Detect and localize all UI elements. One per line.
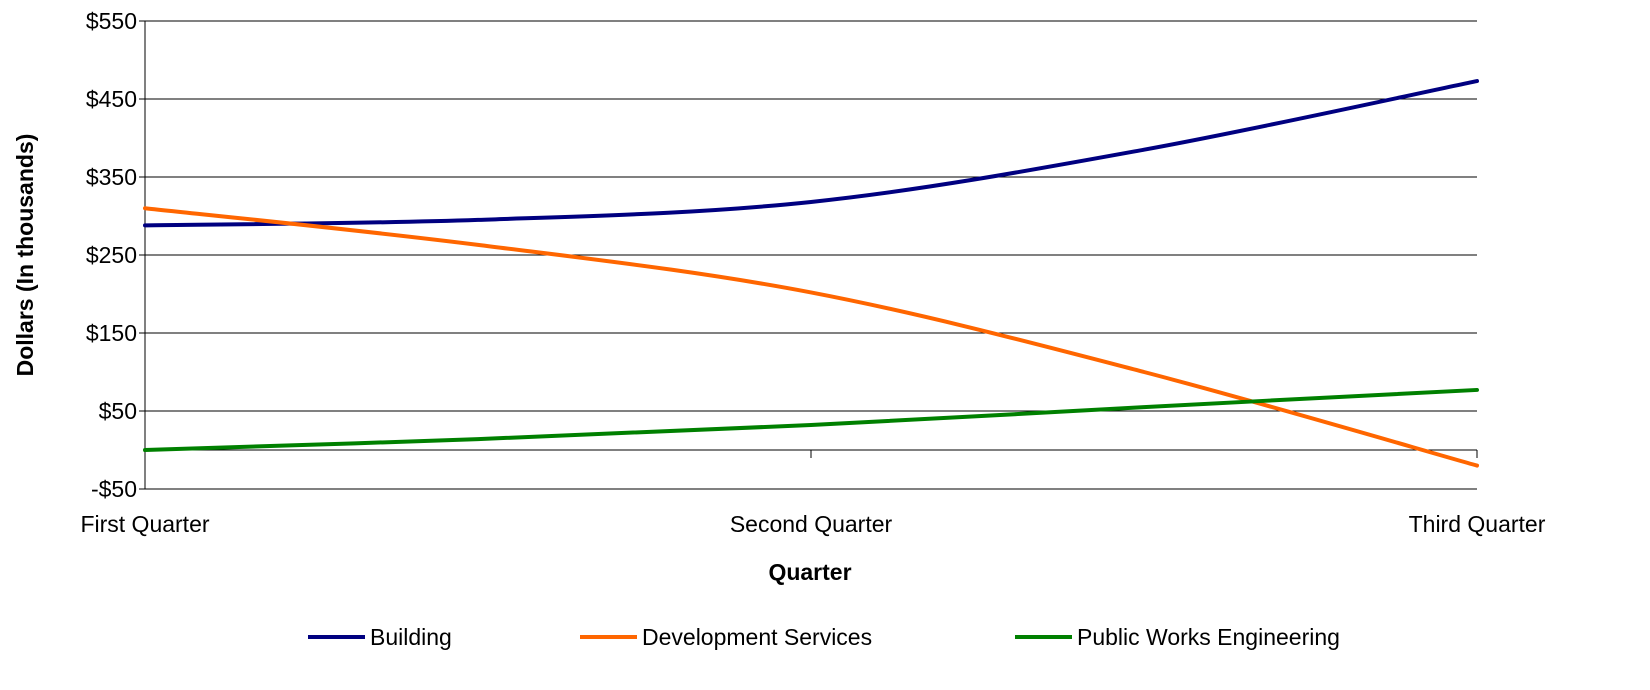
x-tick-label: Second Quarter bbox=[730, 511, 893, 537]
x-tick-label: First Quarter bbox=[80, 511, 209, 537]
legend: Building Development Services Public Works… bbox=[308, 624, 1340, 650]
y-tick-label: -$50 bbox=[91, 476, 137, 502]
axes bbox=[139, 20, 1478, 490]
series-line bbox=[143, 387, 1479, 452]
legend-label: Development Services bbox=[642, 624, 872, 650]
y-axis-title: Dollars (In thousands) bbox=[12, 134, 38, 377]
y-tick-label: $550 bbox=[86, 8, 137, 34]
y-tick-label: $150 bbox=[86, 320, 137, 346]
y-tick-label: $350 bbox=[86, 164, 137, 190]
x-tick-label: Third Quarter bbox=[1409, 511, 1546, 537]
series-lines bbox=[143, 79, 1479, 468]
x-axis-title: Quarter bbox=[768, 559, 851, 585]
tick-labels: -$50 $50 $150 $250 $350 $450 $550 First Quarter… bbox=[80, 8, 1545, 537]
y-tick-label: $450 bbox=[86, 86, 137, 112]
series-line bbox=[143, 206, 1479, 468]
series-line bbox=[143, 79, 1479, 228]
legend-label: Public Works Engineering bbox=[1077, 624, 1340, 650]
y-tick-label: $50 bbox=[99, 398, 137, 424]
gridlines bbox=[145, 20, 1477, 490]
legend-label: Building bbox=[370, 624, 452, 650]
y-tick-label: $250 bbox=[86, 242, 137, 268]
